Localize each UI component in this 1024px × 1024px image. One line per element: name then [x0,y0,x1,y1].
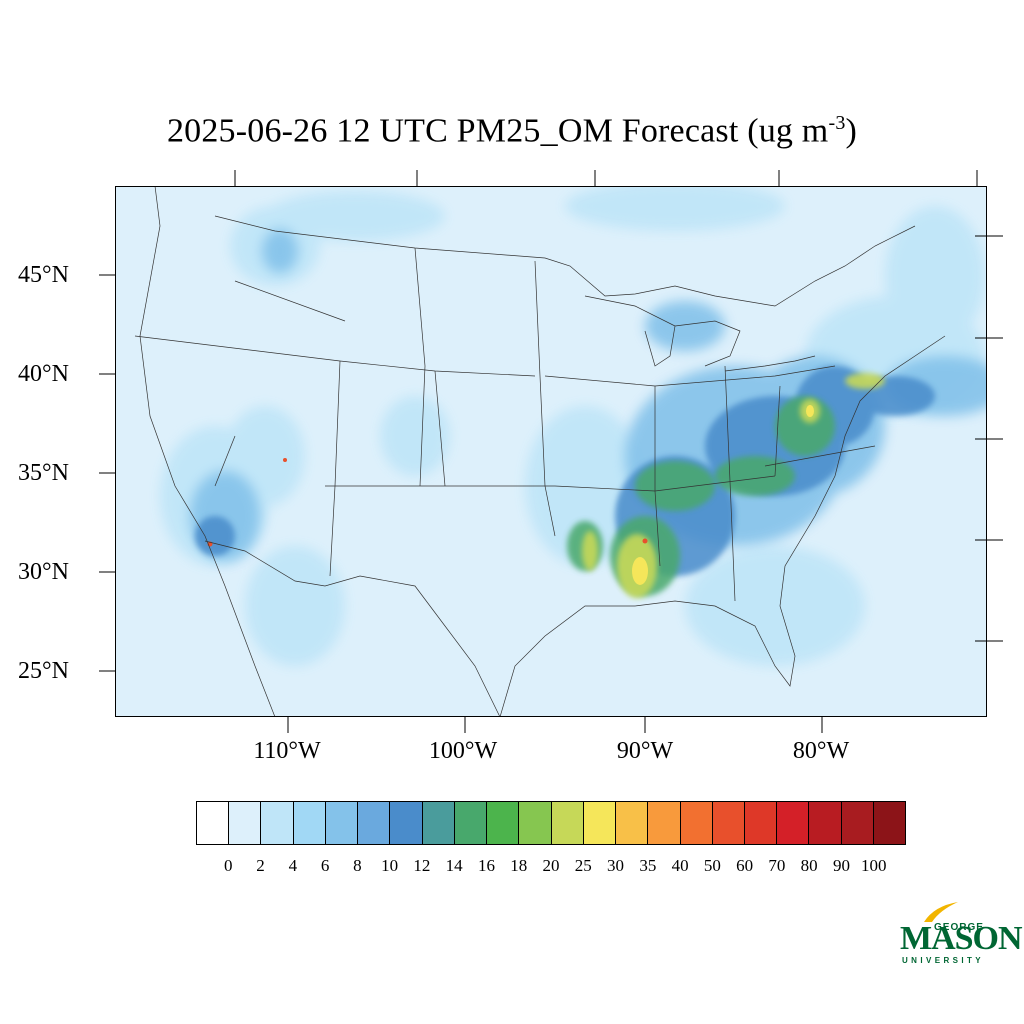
lat-label-45: 45°N [18,262,69,288]
colorbar-label: 100 [860,856,887,875]
colorbar-label: 25 [574,856,592,875]
colorbar-label: 14 [445,856,463,875]
colorbar-cell [229,802,262,844]
lon-label-110: 110°W [253,738,321,764]
title-text: 2025-06-26 12 UTC PM25_OM Forecast (ug m [166,112,829,150]
concentration-low [160,186,985,666]
colorbar-label: 20 [542,856,560,875]
colorbar-label: 80 [800,856,818,875]
colorbar-cell [873,802,906,844]
colorbar [196,801,906,845]
colorbar-label: 90 [832,856,850,875]
colorbar-label: 30 [607,856,625,875]
colorbar-label: 16 [477,856,495,875]
colorbar-cell [261,802,294,844]
title-close: ) [845,112,858,150]
boundary-lines [134,186,946,717]
colorbar-cell [197,802,230,844]
colorbar-cell [616,802,649,844]
forecast-map [115,186,987,717]
colorbar-label: 40 [671,856,689,875]
colorbar-cell [325,802,359,844]
colorbar-label: 8 [353,856,362,875]
colorbar-label: 35 [639,856,657,875]
colorbar-label: 50 [703,856,721,875]
colorbar-label: 12 [413,856,431,875]
colorbar-label: 70 [768,856,786,875]
lat-label-30: 30°N [18,559,69,585]
colorbar-label: 18 [510,856,528,875]
colorbar-cell [744,802,778,844]
colorbar-cell [293,802,326,844]
colorbar-cell [519,802,552,844]
colorbar-cell [841,802,874,844]
grid-ticks [975,235,987,642]
lon-label-100: 100°W [428,738,498,764]
colorbar-cell [422,802,455,844]
colorbar-cell [390,802,423,844]
colorbar-cell [358,802,391,844]
colorbar-label: 60 [736,856,754,875]
colorbar-cell [680,802,713,844]
colorbar-label: 6 [320,856,330,875]
colorbar-cell [712,802,745,844]
colorbar-cell [583,802,617,844]
lon-label-90: 90°W [616,738,674,764]
lat-label-40: 40°N [18,361,69,387]
colorbar-label: 10 [381,856,399,875]
george-mason-logo: GEORGE MASON UNIVERSITY [898,900,1023,970]
colorbar-cell [809,802,842,844]
colorbar-cell [777,802,810,844]
lat-label-35: 35°N [18,460,69,486]
logo-george: GEORGE [934,922,984,933]
colorbar-cell [551,802,584,844]
lat-label-25: 25°N [18,658,69,684]
map-canvas [115,186,987,717]
colorbar-label: 2 [256,856,265,875]
map-title: 2025-06-26 12 UTC PM25_OM Forecast (ug m… [0,112,1024,150]
title-superscript: -3 [828,112,846,134]
logo-mason: MASON [900,920,1023,957]
colorbar-label: 0 [224,856,233,875]
colorbar-cell [648,802,681,844]
colorbar-cell [487,802,520,844]
colorbar-cell [454,802,488,844]
colorbar-label: 4 [288,856,298,875]
lon-label-80: 80°W [792,738,850,764]
logo-swoosh-icon [924,902,958,922]
concentration-hotspots [632,405,814,585]
logo-university: UNIVERSITY [902,956,985,965]
